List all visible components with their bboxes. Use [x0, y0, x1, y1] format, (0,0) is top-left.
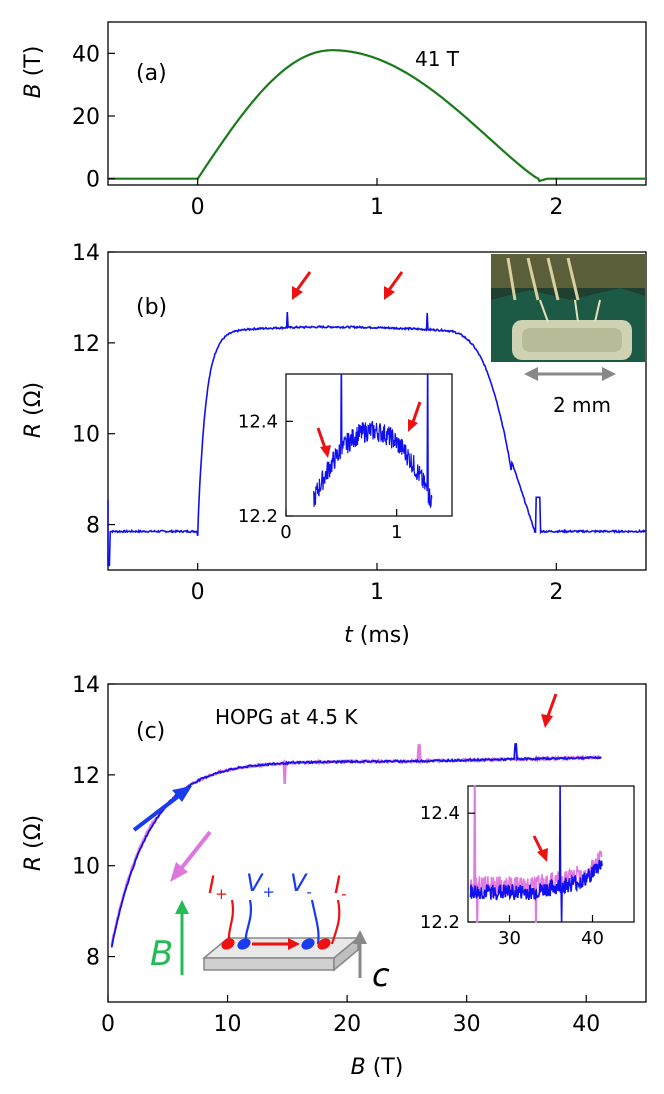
- schematic-c-axis-label: c: [372, 956, 390, 994]
- panel-b-inset-arrow-1: [316, 427, 331, 458]
- down-sweep-arrow: [170, 830, 212, 882]
- panel-c-xlabel: B (T): [351, 1055, 404, 1080]
- panel-b-xtick-label: 0: [191, 580, 205, 605]
- panel-c-inset-ticks: 30 40 12.2 12.4: [420, 803, 604, 949]
- panel-b-label: (b): [136, 295, 167, 320]
- panel-a-peak-annotation: 41 T: [415, 47, 460, 71]
- panel-c-ytick-label: 10: [72, 855, 100, 880]
- panel-a-ytick-label: 20: [72, 105, 100, 130]
- panel-a-ylabel: B (T): [21, 46, 46, 99]
- schematic-i-minus-label: I-: [334, 871, 347, 903]
- scale-bar: [524, 367, 616, 381]
- measurement-schematic: [175, 899, 367, 978]
- schematic-v-plus-label: V+: [246, 869, 275, 901]
- panel-c-ytick-label: 12: [72, 764, 100, 789]
- panel-b-inset-ytick-label: 12.2: [238, 506, 278, 527]
- panel-c-inset-arrow: [532, 835, 548, 862]
- panel-c-annotation: HOPG at 4.5 K: [215, 705, 358, 729]
- panel-c-inset-frame: [467, 785, 635, 923]
- panel-c-up-sweep-line: [110, 743, 602, 948]
- panel-c-ylabel: R (Ω): [21, 815, 46, 871]
- schematic-v-minus-label: V-: [290, 869, 312, 901]
- panel-b-arrow-1: [292, 271, 312, 300]
- panel-b-ytick-label: 10: [72, 423, 100, 448]
- panel-a-ytick-label: 0: [86, 168, 100, 193]
- panel-c-ytick-label: 14: [72, 673, 100, 698]
- panel-a-xtick-label: 0: [191, 195, 205, 220]
- sample-photo: [491, 254, 645, 362]
- panel-c-ticks: 0 10 20 30 40 8 10 12 14: [72, 673, 600, 1037]
- panel-b-inset-xtick-label: 0: [280, 522, 291, 543]
- panel-c-xtick-label: 0: [101, 1012, 115, 1037]
- panel-c-inset-down-line: [469, 785, 603, 923]
- panel-b-inset-ytick-label: 12.4: [238, 411, 278, 432]
- panel-c-label: (c): [136, 719, 165, 744]
- panel-a-field-line: [108, 49, 646, 183]
- scale-bar-label: 2 mm: [553, 393, 611, 417]
- panel-b-ytick-label: 8: [86, 514, 100, 539]
- panel-c: 0 10 20 30 40 8 10 12 14 R (Ω) B (T) (c) HOPG at…: [21, 673, 647, 1080]
- panel-a-xtick-label: 2: [549, 195, 563, 220]
- panel-c-inset: 30 40 12.2 12.4: [420, 785, 635, 949]
- panel-a-label: (a): [136, 61, 167, 86]
- panel-b-ylabel: R (Ω): [21, 382, 46, 438]
- panel-c-xtick-label: 10: [214, 1012, 242, 1037]
- panel-a-frame: [107, 21, 647, 186]
- panel-c-xtick-label: 40: [572, 1012, 600, 1037]
- panel-b-ytick-label: 14: [72, 241, 100, 266]
- panel-b-inset: 0 1 12.2 12.4: [238, 373, 453, 543]
- panel-b-inset-xtick-label: 1: [391, 522, 402, 543]
- panel-c-xtick-label: 30: [453, 1012, 481, 1037]
- panel-b-xtick-label: 1: [370, 580, 384, 605]
- panel-c-inset-ytick-label: 12.4: [420, 803, 460, 824]
- panel-b-xlabel: t (ms): [344, 623, 410, 648]
- panel-c-xtick-label: 20: [333, 1012, 361, 1037]
- panel-c-arrow: [541, 693, 558, 728]
- panel-c-inset-ytick-label: 12.2: [420, 912, 460, 933]
- panel-b-inset-line: [313, 373, 433, 509]
- panel-b-xtick-label: 2: [549, 580, 563, 605]
- panel-b-ytick-label: 12: [72, 332, 100, 357]
- panel-b-resistance-line: [107, 311, 646, 567]
- panel-c-inset-up-line: [469, 785, 603, 923]
- up-sweep-arrow: [132, 786, 192, 832]
- panel-c-inset-xtick-label: 40: [581, 928, 604, 949]
- schematic-field-label: B: [150, 934, 173, 974]
- panel-c-ytick-label: 8: [86, 946, 100, 971]
- panel-a-ytick-label: 40: [72, 42, 100, 67]
- panel-c-frame: [107, 683, 647, 1003]
- panel-a-xtick-label: 1: [370, 195, 384, 220]
- panel-b-arrow-2: [384, 271, 404, 300]
- panel-b-inset-ticks: 0 1 12.2 12.4: [238, 411, 402, 543]
- panel-b-inset-arrow-2: [408, 401, 422, 432]
- schematic-i-plus-label: I+: [208, 871, 228, 903]
- panel-c-inset-xtick-label: 30: [498, 928, 521, 949]
